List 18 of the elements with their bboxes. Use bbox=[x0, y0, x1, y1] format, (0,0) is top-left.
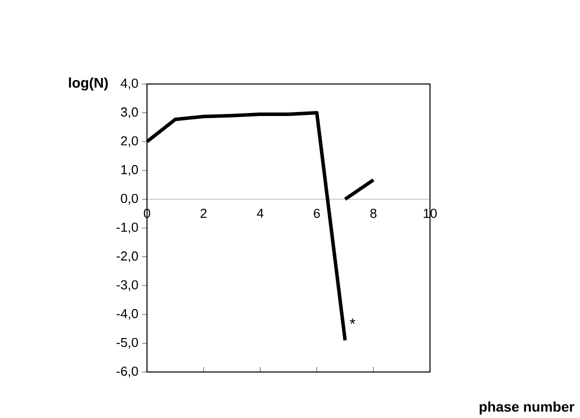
annotation: * bbox=[350, 318, 356, 324]
y-tick-label: 4,0 bbox=[120, 78, 138, 90]
y-tick-label: -6,0 bbox=[116, 366, 138, 378]
x-tick-label: 4 bbox=[256, 208, 264, 218]
y-tick-label: -1,0 bbox=[116, 222, 138, 234]
y-tick-label: -2,0 bbox=[116, 251, 138, 262]
x-axis-title: phase number bbox=[480, 402, 574, 415]
y-tick-label: -4,0 bbox=[116, 309, 138, 320]
y-tick-label: 0,0 bbox=[120, 194, 138, 205]
y-tick-label: 2,0 bbox=[121, 136, 138, 148]
y-axis-title: log(N) bbox=[69, 78, 108, 91]
y-tick-label: -3,0 bbox=[116, 280, 138, 292]
x-tick-label: 2 bbox=[200, 208, 207, 218]
y-tick-label: 1,0 bbox=[121, 165, 138, 176]
y-tick-label: -5,0 bbox=[116, 338, 138, 349]
x-tick-label: 6 bbox=[314, 208, 320, 218]
x-tick-label: 8 bbox=[370, 208, 376, 218]
y-tick-label: 3,0 bbox=[120, 107, 138, 118]
